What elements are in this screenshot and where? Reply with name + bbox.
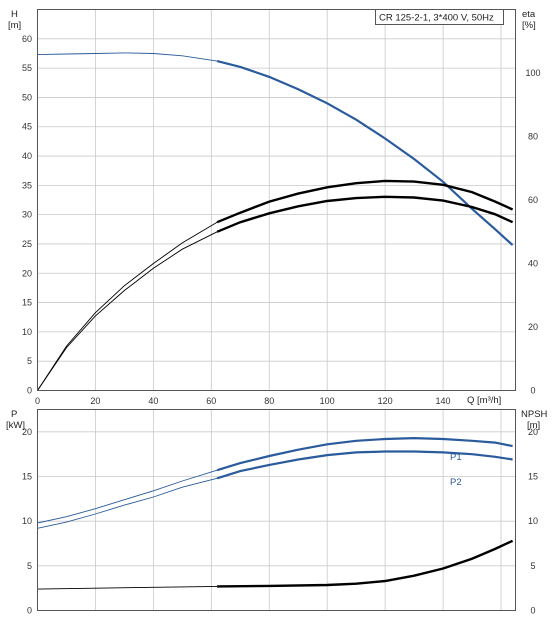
curve-p2-thick <box>216 450 513 480</box>
x-tick-label: 140 <box>436 396 451 406</box>
curve-eta-lower-thin <box>37 231 218 391</box>
curve-series-2-thin <box>37 585 218 590</box>
curve-p1-thin <box>37 469 218 524</box>
curve-series-2-thick <box>217 539 514 588</box>
y-left-tick-label: 60 <box>22 34 32 44</box>
x-axis-label: Q [m³/h] <box>467 395 501 406</box>
grid-lines <box>37 9 516 611</box>
x-tick-label: 20 <box>90 396 100 406</box>
upper-left-axis-label-1: H <box>11 9 18 20</box>
curve-head-thick <box>216 60 514 246</box>
y-left-tick-label: 45 <box>22 122 32 132</box>
x-tick-label: 60 <box>206 396 216 406</box>
upper-right-axis-label-2: [%] <box>522 20 536 31</box>
y-right-tick-label: 80 <box>528 132 538 142</box>
y-left-tick-label: 15 <box>22 472 32 482</box>
upper-left-axis-label-2: [m] <box>8 20 21 31</box>
y-left-tick-label: 30 <box>22 210 32 220</box>
series-label-p1: P1 <box>450 452 462 463</box>
y-left-tick-label: 25 <box>22 239 32 249</box>
y-left-tick-label: 20 <box>22 268 32 278</box>
y-right-tick-label: 0 <box>530 606 535 616</box>
y-right-tick-label: 20 <box>528 427 538 437</box>
chart-title: CR 125-2-1, 3*400 V, 50Hz <box>379 13 494 24</box>
lower-right-axis-label-1: NPSH <box>521 409 548 420</box>
y-right-tick-label: 10 <box>528 516 538 526</box>
curve-p2-thin <box>37 477 218 529</box>
y-left-tick-label: 0 <box>27 386 32 396</box>
lower-right-axis-label-2: [m] <box>527 420 540 431</box>
curve-eta-upper-thick <box>216 179 514 224</box>
y-left-tick-label: 40 <box>22 151 32 161</box>
y-right-tick-label: 20 <box>528 322 538 332</box>
y-right-tick-label: 60 <box>528 195 538 205</box>
lower-left-axis-label-1: P <box>11 409 17 420</box>
curve-p1-thick <box>216 436 513 472</box>
series-label-p2: P2 <box>450 477 462 488</box>
lower-left-axis-label-2: [kW] <box>6 420 25 431</box>
x-tick-label: 40 <box>148 396 158 406</box>
upper-right-axis-label-1: eta <box>522 9 536 20</box>
y-right-tick-label: 15 <box>528 472 538 482</box>
upper-plot-frame <box>37 9 516 391</box>
y-left-tick-label: 20 <box>22 427 32 437</box>
y-left-tick-label: 10 <box>22 327 32 337</box>
lower-plot-frame <box>37 409 516 611</box>
chart-title-box <box>375 9 504 25</box>
x-tick-label: 100 <box>320 396 335 406</box>
x-tick-label: 80 <box>264 396 274 406</box>
y-left-tick-label: 55 <box>22 63 32 73</box>
y-right-tick-label: 40 <box>528 259 538 269</box>
y-right-tick-label: 5 <box>530 561 535 571</box>
y-left-tick-label: 5 <box>27 356 32 366</box>
y-right-tick-label: 0 <box>530 386 535 396</box>
curve-head-thin <box>37 52 218 62</box>
x-tick-label: 0 <box>35 396 40 406</box>
x-tick-label: 120 <box>378 396 393 406</box>
y-left-tick-label: 35 <box>22 180 32 190</box>
y-left-tick-label: 15 <box>22 298 32 308</box>
y-left-tick-label: 5 <box>27 561 32 571</box>
y-left-tick-label: 10 <box>22 516 32 526</box>
curves <box>37 52 514 590</box>
curve-eta-lower-thick <box>216 195 514 233</box>
y-right-tick-label: 100 <box>525 68 540 78</box>
y-left-tick-label: 50 <box>22 92 32 102</box>
y-left-tick-label: 0 <box>27 606 32 616</box>
curve-eta-upper-thin <box>37 221 218 391</box>
